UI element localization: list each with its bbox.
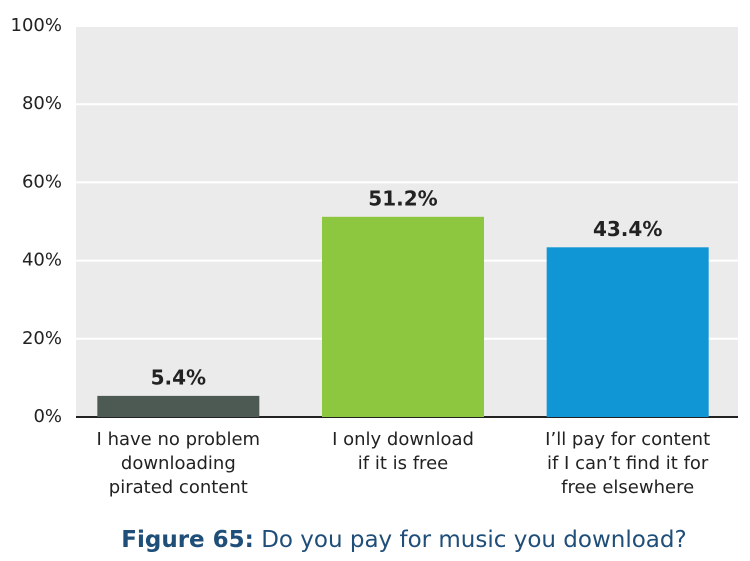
bar	[322, 216, 484, 417]
y-tick-label: 100%	[11, 15, 62, 36]
value-label: 43.4%	[593, 217, 662, 241]
value-label: 5.4%	[151, 365, 206, 389]
x-tick-label: I only download if it is free	[332, 429, 474, 474]
y-tick-label: 60%	[22, 171, 62, 192]
y-tick-label: 40%	[22, 250, 62, 271]
x-tick-label: I’ll pay for content if I can’t find it f…	[545, 429, 710, 498]
chart-title: Do you pay for music you download?	[261, 527, 687, 553]
bar	[546, 247, 709, 417]
y-tick-label: 0%	[33, 406, 62, 427]
value-label: 51.2%	[368, 186, 437, 210]
y-tick-label: 20%	[22, 328, 62, 349]
x-tick-label: I have no problem downloading pirated cont…	[97, 429, 261, 498]
figure-label: Figure 65:	[121, 527, 254, 553]
y-tick-label: 80%	[22, 93, 62, 114]
bar	[97, 395, 260, 417]
caption: Figure 65: Do you pay for music you down…	[121, 527, 686, 553]
